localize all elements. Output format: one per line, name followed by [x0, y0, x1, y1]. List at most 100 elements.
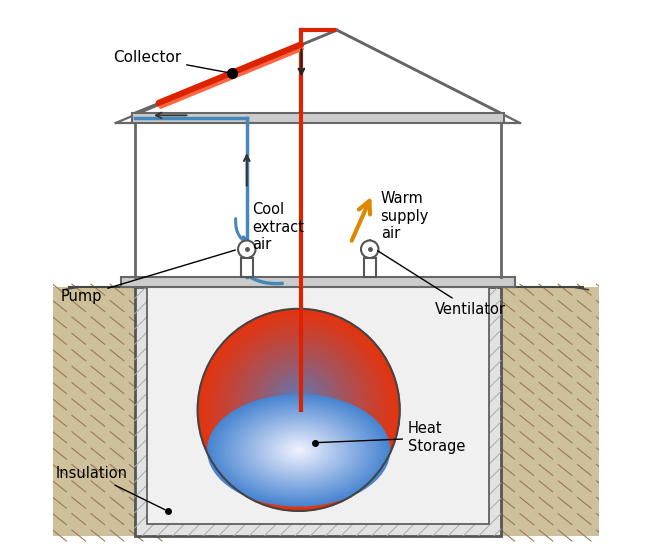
Bar — [135, 287, 501, 535]
Ellipse shape — [295, 398, 303, 406]
Bar — [147, 287, 489, 523]
Text: Pump: Pump — [61, 250, 235, 304]
Text: Insulation: Insulation — [55, 466, 165, 509]
Ellipse shape — [217, 400, 381, 500]
Ellipse shape — [222, 331, 376, 485]
Ellipse shape — [215, 325, 382, 492]
Ellipse shape — [272, 378, 325, 431]
Ellipse shape — [260, 427, 337, 474]
Text: Cool
extract
air: Cool extract air — [252, 202, 304, 252]
Ellipse shape — [241, 348, 357, 465]
Ellipse shape — [269, 432, 328, 469]
Ellipse shape — [297, 401, 300, 403]
Ellipse shape — [218, 327, 379, 489]
Ellipse shape — [233, 341, 364, 473]
Ellipse shape — [209, 319, 389, 498]
Ellipse shape — [224, 333, 373, 482]
Ellipse shape — [208, 395, 390, 506]
Ellipse shape — [252, 359, 346, 452]
Ellipse shape — [271, 434, 326, 467]
Ellipse shape — [288, 391, 310, 414]
Ellipse shape — [283, 440, 315, 460]
Text: Collector: Collector — [113, 50, 229, 73]
Ellipse shape — [289, 445, 308, 456]
Ellipse shape — [291, 395, 306, 410]
Ellipse shape — [253, 360, 344, 451]
Ellipse shape — [200, 311, 397, 508]
Bar — [364, 258, 376, 277]
Ellipse shape — [267, 373, 331, 436]
Ellipse shape — [258, 364, 339, 445]
Ellipse shape — [278, 438, 319, 463]
Ellipse shape — [297, 449, 301, 452]
Ellipse shape — [250, 357, 348, 455]
Ellipse shape — [198, 309, 400, 511]
Bar — [501, 287, 599, 535]
Ellipse shape — [216, 326, 381, 491]
Ellipse shape — [271, 376, 327, 432]
Ellipse shape — [230, 408, 367, 492]
Ellipse shape — [201, 312, 396, 507]
Ellipse shape — [228, 337, 370, 478]
Ellipse shape — [213, 323, 385, 495]
Ellipse shape — [280, 384, 318, 422]
Ellipse shape — [273, 379, 324, 429]
Ellipse shape — [237, 413, 360, 488]
Ellipse shape — [226, 335, 372, 481]
Ellipse shape — [285, 442, 312, 459]
Ellipse shape — [253, 422, 344, 478]
Text: Warm
supply
air: Warm supply air — [381, 192, 429, 241]
Ellipse shape — [262, 368, 335, 441]
Ellipse shape — [263, 369, 334, 440]
Ellipse shape — [248, 355, 349, 457]
Bar — [53, 287, 135, 535]
Ellipse shape — [274, 435, 323, 465]
Ellipse shape — [242, 349, 355, 463]
Ellipse shape — [289, 392, 309, 412]
Ellipse shape — [234, 342, 363, 471]
Circle shape — [238, 241, 256, 258]
Ellipse shape — [265, 429, 333, 471]
Ellipse shape — [219, 402, 378, 499]
Ellipse shape — [276, 437, 321, 464]
Ellipse shape — [288, 443, 310, 457]
Ellipse shape — [242, 416, 355, 485]
Ellipse shape — [293, 397, 304, 407]
Ellipse shape — [292, 446, 306, 454]
Ellipse shape — [220, 330, 377, 486]
Ellipse shape — [280, 439, 317, 461]
Ellipse shape — [250, 358, 347, 454]
Ellipse shape — [261, 367, 336, 443]
Ellipse shape — [281, 385, 316, 421]
Ellipse shape — [266, 371, 331, 437]
Ellipse shape — [207, 317, 391, 501]
Ellipse shape — [265, 370, 333, 439]
Ellipse shape — [294, 448, 303, 453]
Ellipse shape — [229, 338, 368, 477]
Ellipse shape — [228, 407, 369, 493]
Ellipse shape — [277, 382, 320, 425]
Ellipse shape — [274, 380, 323, 428]
Ellipse shape — [227, 336, 371, 480]
Ellipse shape — [210, 396, 387, 505]
Ellipse shape — [246, 418, 351, 482]
Ellipse shape — [226, 406, 372, 495]
Ellipse shape — [278, 383, 319, 423]
Ellipse shape — [251, 421, 346, 480]
Ellipse shape — [285, 389, 312, 417]
Ellipse shape — [247, 354, 351, 458]
Ellipse shape — [239, 347, 358, 466]
Ellipse shape — [239, 414, 358, 486]
Bar — [132, 113, 503, 123]
Ellipse shape — [224, 405, 374, 496]
Ellipse shape — [258, 425, 340, 475]
Ellipse shape — [269, 374, 329, 434]
Ellipse shape — [248, 420, 349, 481]
Ellipse shape — [243, 351, 354, 462]
Ellipse shape — [203, 314, 394, 506]
Ellipse shape — [215, 399, 383, 502]
Ellipse shape — [214, 324, 383, 493]
Ellipse shape — [259, 365, 338, 444]
Ellipse shape — [208, 318, 390, 500]
Ellipse shape — [223, 332, 374, 484]
